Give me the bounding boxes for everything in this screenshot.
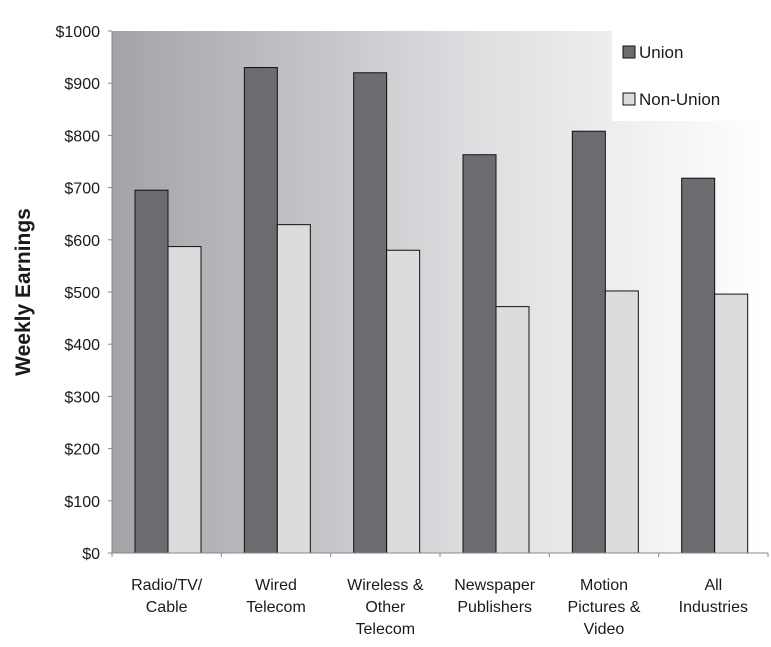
y-tick-label: $200 xyxy=(64,442,100,459)
bar-union xyxy=(134,189,169,554)
bar-non-union xyxy=(386,249,421,554)
y-tick-label: $900 xyxy=(64,76,100,93)
x-category-label-line: Cable xyxy=(146,599,188,616)
y-tick-label: $500 xyxy=(64,285,100,302)
y-tick-label: $400 xyxy=(64,337,100,354)
legend: Union Non-Union xyxy=(612,31,768,121)
x-category-label: Radio/TV/Cable xyxy=(131,577,203,616)
y-tick-label: $300 xyxy=(64,389,100,406)
y-tick-label: $700 xyxy=(64,181,100,198)
y-tick-label: $800 xyxy=(64,128,100,145)
y-tick-label: $0 xyxy=(82,546,100,563)
x-category-label-line: Radio/TV/ xyxy=(131,577,203,594)
bar-non-union xyxy=(276,224,311,554)
x-category-label: Wired Telecom xyxy=(246,577,306,616)
bar-non-union xyxy=(604,290,639,554)
x-category-label-line: Pictures & xyxy=(568,599,641,616)
legend-swatch-union xyxy=(622,45,636,59)
x-category-label-line: Wireless & xyxy=(347,577,424,594)
x-category-label-line: Video xyxy=(584,621,625,638)
legend-label-union: Union xyxy=(639,43,683,62)
legend-swatch-non-union xyxy=(622,92,636,106)
x-category-label-line: Newspaper xyxy=(454,577,536,594)
bar-non-union xyxy=(495,306,530,554)
bar-union xyxy=(353,72,388,554)
x-category-label-line: Other xyxy=(365,599,406,616)
bar-union xyxy=(462,154,497,554)
bar-union xyxy=(243,67,278,554)
x-category-label-line: Wired xyxy=(255,577,297,594)
x-category-label-line: Industries xyxy=(679,599,748,616)
x-category-label-line: Telecom xyxy=(356,621,416,638)
bar-non-union xyxy=(167,246,202,554)
x-category-label: Wireless & Other Telecom xyxy=(347,577,424,638)
x-category-label-line: Publishers xyxy=(457,599,532,616)
y-axis-label: Weekly Earnings xyxy=(12,208,35,376)
x-category-label: Newspaper Publishers xyxy=(454,577,536,616)
bar-union xyxy=(681,177,716,554)
x-category-label-line: All xyxy=(704,577,722,594)
y-tick-label: $1000 xyxy=(56,24,101,41)
x-category-label-line: Motion xyxy=(580,577,628,594)
x-category-label: All Industries xyxy=(679,577,748,616)
legend-label-non-union: Non-Union xyxy=(639,90,720,109)
bar-union xyxy=(571,130,606,554)
legend-box xyxy=(612,31,768,121)
x-category-label: Motion Pictures & Video xyxy=(568,577,641,638)
bar-non-union xyxy=(714,293,749,554)
y-tick-label: $100 xyxy=(64,494,100,511)
y-tick-label: $600 xyxy=(64,233,100,250)
x-category-label-line: Telecom xyxy=(246,599,306,616)
